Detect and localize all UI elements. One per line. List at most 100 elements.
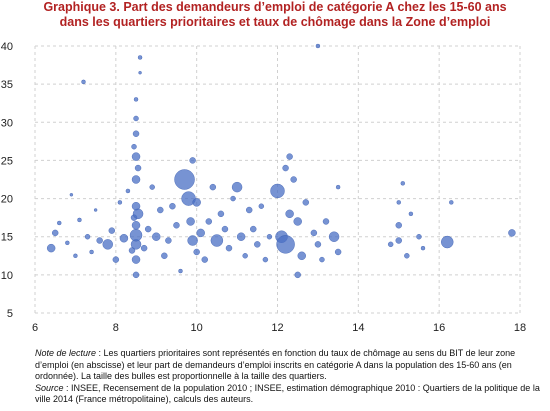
data-bubble (108, 227, 115, 234)
data-bubble (230, 195, 236, 202)
data-bubble (192, 198, 201, 207)
data-bubble (102, 239, 113, 250)
data-bubble (132, 271, 140, 279)
bubbles-layer (46, 43, 516, 279)
data-bubble (84, 234, 91, 240)
data-bubble (441, 235, 454, 249)
data-bubble (293, 217, 302, 226)
data-bubble (282, 164, 289, 172)
axis-ticks: 5 10 15 20 25 30 35 40 6 8 10 12 14 16 18 (1, 41, 526, 334)
x-tick-label: 16 (433, 322, 445, 334)
data-bubble (178, 268, 183, 274)
data-bubble (132, 130, 140, 137)
data-bubble (420, 245, 426, 251)
y-tick-label: 20 (1, 194, 13, 206)
data-bubble (112, 256, 120, 263)
chart-title-line-2: dans les quartiers prioritaires et taux … (59, 15, 491, 29)
data-bubble (449, 200, 454, 205)
y-tick-label: 25 (1, 155, 13, 167)
data-bubble (302, 199, 309, 206)
y-tick-label: 5 (7, 308, 13, 320)
data-bubble (315, 43, 321, 49)
bubble-chart: 5 10 15 20 25 30 35 40 6 8 10 12 14 16 18 (1, 41, 526, 334)
data-bubble (73, 253, 78, 258)
x-tick-label: 10 (191, 322, 203, 334)
data-bubble (57, 220, 62, 226)
data-bubble (138, 71, 142, 75)
data-bubble (140, 244, 148, 252)
x-tick-label: 6 (32, 322, 38, 334)
data-bubble (334, 248, 342, 256)
data-bubble (46, 243, 56, 253)
data-bubble (297, 251, 306, 260)
data-bubble (286, 153, 293, 160)
data-bubble (285, 209, 294, 219)
data-bubble (276, 235, 295, 254)
data-bubble (133, 97, 139, 102)
data-bubble (149, 184, 155, 190)
data-bubble (134, 164, 142, 172)
chart-title-line-1: Graphique 3. Part des demandeurs d’emplo… (43, 0, 507, 14)
x-tick-label: 8 (113, 322, 119, 334)
source-note-text: : INSEE, Recensement de la population 20… (35, 382, 540, 405)
reading-note: Note de lecture : Les quartiers priorita… (35, 348, 545, 383)
x-tick-label: 12 (271, 322, 283, 334)
data-bubble (161, 252, 168, 259)
data-bubble (242, 253, 248, 259)
data-bubble (231, 181, 243, 193)
data-bubble (189, 157, 196, 164)
reading-note-label: Note de lecture (35, 348, 97, 358)
data-bubble (210, 234, 224, 247)
y-tick-label: 15 (1, 232, 13, 244)
data-bubble (77, 217, 82, 223)
data-bubble (173, 222, 180, 229)
source-note-label: Source (35, 382, 64, 393)
data-bubble (132, 208, 144, 220)
data-bubble (225, 244, 233, 252)
data-bubble (117, 200, 123, 205)
data-bubble (131, 175, 141, 184)
x-tick-label: 14 (352, 322, 364, 334)
source-note: Source : INSEE, Recensement de la popula… (35, 383, 545, 406)
data-bubble (69, 193, 74, 197)
data-bubble (89, 249, 94, 255)
data-bubble (404, 253, 410, 259)
data-bubble (328, 231, 340, 242)
data-bubble (258, 203, 265, 209)
data-bubble (93, 208, 98, 212)
data-bubble (319, 256, 325, 263)
data-bubble (131, 221, 141, 230)
data-bubble (131, 255, 141, 264)
data-bubble (335, 184, 341, 190)
data-bubble (246, 206, 253, 214)
data-bubble (133, 115, 139, 122)
chart-title: Graphique 3. Part des demandeurs d’emplo… (0, 0, 550, 30)
data-bubble (119, 234, 129, 243)
data-bubble (137, 55, 143, 60)
data-bubble (125, 188, 131, 194)
data-bubble (254, 241, 261, 248)
data-bubble (81, 79, 86, 85)
data-bubble (131, 143, 137, 150)
data-bubble (416, 234, 422, 240)
data-bubble (201, 256, 208, 263)
data-bubble (217, 210, 225, 218)
data-bubble (131, 152, 141, 161)
data-bubble (508, 229, 516, 237)
data-bubble (322, 218, 330, 225)
data-bubble (396, 200, 401, 205)
grid-lines (34, 45, 521, 314)
data-bubble (294, 271, 301, 279)
data-bubble (196, 228, 205, 238)
data-bubble (387, 241, 394, 248)
data-bubble (262, 256, 269, 263)
notes-block: Note de lecture : Les quartiers priorita… (35, 348, 545, 406)
data-bubble (96, 237, 103, 244)
data-bubble (221, 225, 229, 233)
data-bubble (152, 232, 161, 241)
data-bubble (236, 232, 246, 241)
x-tick-label: 18 (514, 322, 526, 334)
data-bubble (52, 229, 59, 237)
data-bubble (193, 248, 200, 256)
data-bubble (187, 235, 198, 246)
